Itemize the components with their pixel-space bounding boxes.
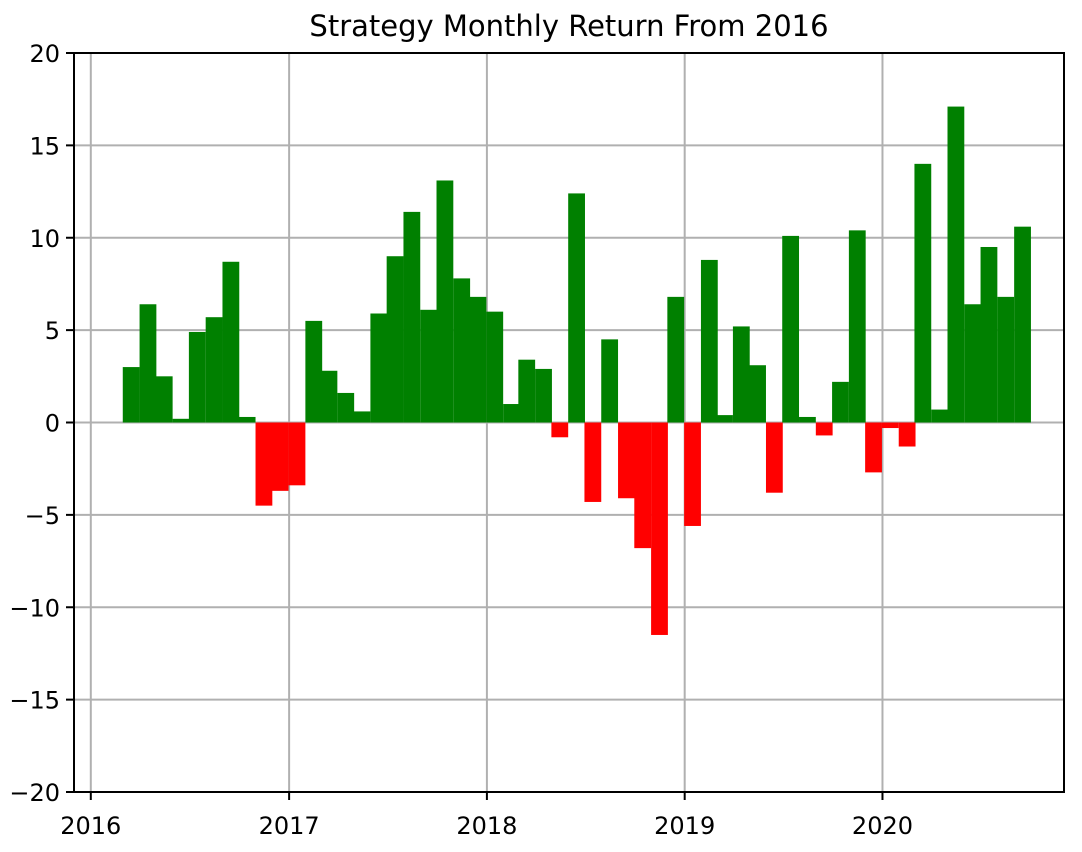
bar	[881, 422, 899, 429]
bar	[305, 320, 323, 423]
bar	[386, 256, 404, 423]
bar	[749, 365, 766, 423]
bar	[453, 278, 471, 423]
y-tick-label: −10	[9, 594, 60, 622]
bar	[535, 368, 552, 423]
bar	[799, 416, 816, 423]
x-axis: 2016 2017 2018 2019 2020	[60, 792, 913, 840]
x-tick-label: 2018	[456, 812, 517, 840]
bar	[320, 370, 338, 423]
bar	[667, 296, 685, 423]
x-tick-label: 2017	[259, 812, 320, 840]
bar	[139, 304, 157, 423]
bar	[618, 422, 635, 499]
bar	[403, 211, 421, 423]
chart-title: Strategy Monthly Return From 2016	[309, 9, 828, 43]
bar	[914, 163, 932, 423]
bar	[238, 416, 256, 423]
bar	[222, 261, 240, 423]
bar	[568, 193, 585, 423]
y-tick-label: −20	[9, 779, 60, 807]
y-axis: −20 −15 −10 −5 0 5 10 15 20	[9, 40, 74, 807]
bar	[980, 246, 998, 423]
bars	[122, 106, 1031, 635]
bar	[634, 422, 652, 549]
bar	[1014, 226, 1031, 423]
bar	[518, 359, 536, 423]
y-tick-label: −15	[9, 687, 60, 715]
bar	[469, 296, 487, 423]
bar	[732, 326, 750, 423]
y-tick-label: 5	[45, 317, 60, 345]
bar	[288, 422, 306, 486]
bar	[832, 381, 849, 423]
bar	[551, 422, 569, 438]
bar	[255, 422, 273, 506]
bar	[584, 422, 602, 502]
bar	[486, 311, 504, 423]
x-tick-label: 2020	[852, 812, 913, 840]
bar	[931, 409, 949, 423]
bar	[122, 367, 140, 423]
bar	[848, 230, 866, 423]
bar	[155, 376, 173, 423]
bar	[172, 418, 190, 423]
y-tick-label: −5	[25, 502, 60, 530]
bar	[370, 313, 388, 423]
bar	[205, 317, 223, 423]
bar	[337, 392, 355, 423]
bar	[782, 235, 800, 423]
bar	[898, 422, 916, 447]
bar	[188, 331, 206, 423]
y-tick-label: 20	[29, 40, 60, 68]
bar	[765, 422, 783, 493]
bar	[964, 304, 982, 423]
bar	[651, 422, 668, 635]
bar	[436, 180, 454, 423]
x-tick-label: 2016	[60, 812, 121, 840]
bar	[684, 422, 701, 526]
y-tick-label: 0	[45, 410, 60, 438]
bar	[865, 422, 882, 473]
bar	[271, 422, 289, 491]
bar	[815, 422, 833, 436]
bar	[601, 339, 619, 423]
y-tick-label: 15	[29, 132, 60, 160]
bar	[997, 296, 1015, 423]
bar	[503, 404, 520, 423]
x-tick-label: 2019	[654, 812, 715, 840]
y-tick-label: 10	[29, 225, 60, 253]
bar	[947, 106, 965, 423]
bar	[420, 309, 438, 423]
bar	[700, 259, 718, 423]
bar	[353, 411, 371, 423]
bar	[716, 415, 733, 423]
